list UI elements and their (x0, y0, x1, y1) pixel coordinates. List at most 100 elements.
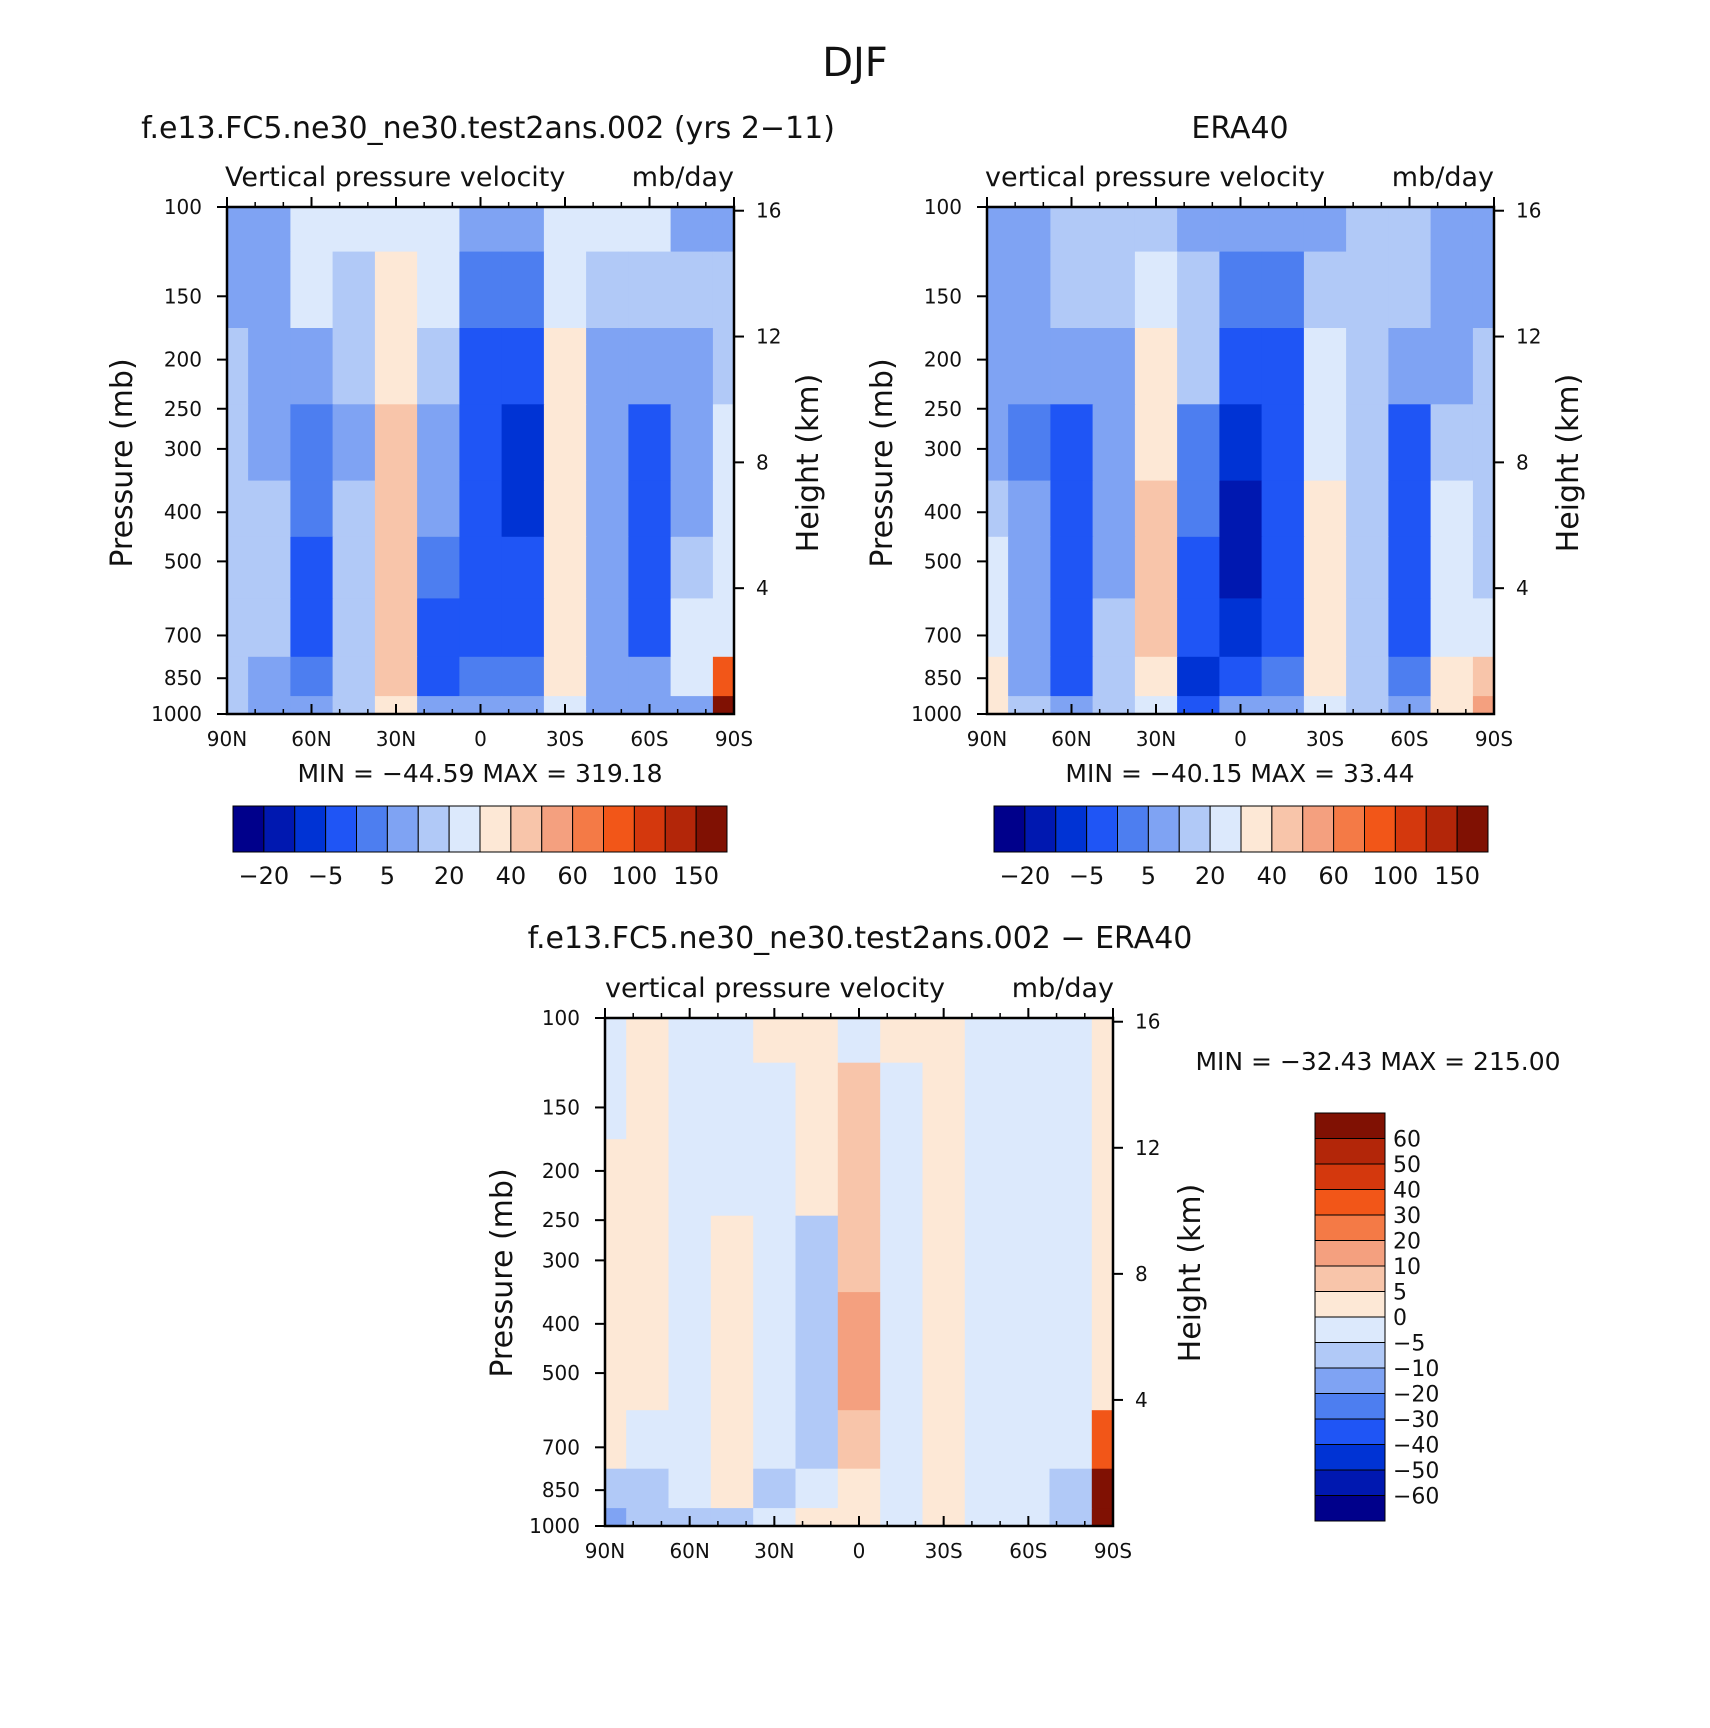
heatmap-cell (543, 480, 587, 538)
heatmap-cell (626, 1018, 670, 1064)
colorbar-swatch (633, 805, 666, 853)
x-tick-label: 30N (376, 727, 416, 751)
y-tick-label: 700 (164, 623, 202, 647)
heatmap-cell (710, 1468, 754, 1509)
heatmap-cell (1472, 251, 1495, 329)
heatmap-cell (1008, 656, 1051, 697)
heatmap-cell (227, 251, 249, 329)
colorbar-swatch (695, 805, 728, 853)
heatmap-cell (1177, 251, 1220, 329)
x-tick-label: 0 (853, 1539, 866, 1563)
y-tick-label: 500 (924, 549, 962, 573)
heatmap-cell (628, 328, 672, 405)
heatmap-cell (1007, 1062, 1051, 1140)
heatmap-cell (1472, 404, 1495, 482)
heatmap-cell (880, 1018, 924, 1064)
heatmap-cell (1303, 328, 1347, 405)
colorbar-label: 40 (496, 862, 527, 890)
heatmap-cell (605, 1215, 627, 1293)
plot-area: 90N 60N 30N 0 30S 60S 90S 100 150 200 250 300 400 500… (529, 1006, 1160, 1563)
heatmap-cell (1472, 598, 1495, 658)
x-tick-label: 30S (1306, 727, 1344, 751)
heatmap-cell (374, 656, 418, 697)
heatmap-cell (1050, 404, 1094, 482)
heatmap-cell (1430, 251, 1474, 329)
heatmap-cell (922, 1215, 966, 1293)
x-tick-label: 60N (1051, 727, 1091, 751)
heatmap-cell (586, 536, 629, 599)
heatmap-cell (795, 1410, 839, 1470)
colorbar-swatch (1240, 805, 1273, 853)
heatmap-cell (1261, 480, 1305, 538)
heatmap-cell (626, 1139, 670, 1217)
colorbar-swatch (356, 805, 388, 853)
colorbar-label: −30 (1393, 1408, 1439, 1433)
heatmap-cell (964, 1018, 1008, 1064)
heatmap-cell (1134, 536, 1178, 599)
heatmap-cell (227, 598, 249, 658)
y-tick-label: 100 (924, 195, 962, 219)
colorbar-label: 20 (1393, 1230, 1421, 1255)
y-tick-label: 500 (542, 1361, 580, 1385)
y-tick-label: 250 (924, 397, 962, 421)
heatmap-cell (1049, 1215, 1093, 1293)
heatmap-cell (1303, 656, 1347, 697)
heatmap-cell (1177, 598, 1220, 658)
heatmap-cell (1134, 480, 1178, 538)
y2-tick-label: 4 (756, 576, 769, 600)
heatmap-cell (248, 251, 291, 329)
x-tick-label: 30N (754, 1539, 794, 1563)
colorbar-label: 5 (380, 862, 395, 890)
heatmap-cell (501, 480, 545, 538)
heatmap-cell (987, 480, 1009, 538)
heatmap-cell (1008, 696, 1051, 715)
y-tick-label: 100 (164, 195, 202, 219)
heatmap-cell (1261, 404, 1305, 482)
heatmap-cell (1430, 536, 1474, 599)
heatmap-cell (1472, 656, 1495, 697)
panel-subtitle-right: mb/day (1012, 973, 1114, 1004)
x-tick-label: 60S (1009, 1539, 1047, 1563)
heatmap-cell (880, 1468, 924, 1509)
heatmap-cell (922, 1468, 966, 1509)
colorbar-label: 50 (1393, 1153, 1421, 1178)
y-tick-label: 300 (542, 1248, 580, 1272)
colorbar-label: 40 (1257, 862, 1288, 890)
heatmap-cell (1472, 328, 1495, 405)
x-tick-label: 30S (546, 727, 584, 751)
heatmap-cell (1430, 207, 1474, 253)
y-tick-label: 700 (924, 623, 962, 647)
colorbar-swatch (1147, 805, 1180, 853)
y-tick-label: 850 (542, 1478, 580, 1502)
heatmap-cell (1430, 480, 1474, 538)
y-tick-label: 300 (924, 437, 962, 461)
heatmap-cell (1007, 1139, 1051, 1217)
heatmap-cell (227, 696, 249, 715)
panel-title: ERA40 (1191, 111, 1288, 146)
heatmap-cell (417, 404, 460, 482)
y-tick-label: 850 (924, 666, 962, 690)
heatmap-cell (753, 1062, 797, 1140)
colorbar-swatch (1314, 1367, 1386, 1394)
heatmap-cell (668, 1292, 712, 1349)
heatmap-cell (1346, 328, 1389, 405)
colorbar-swatch (603, 805, 635, 853)
panel-subtitle-left: vertical pressure velocity (985, 162, 1325, 193)
heatmap-cell (670, 598, 714, 658)
heatmap-cell (710, 1410, 754, 1470)
y2-tick-label: 16 (756, 199, 781, 223)
y-tick-label: 400 (542, 1312, 580, 1336)
heatmap-cell (290, 404, 334, 482)
y2-tick-label: 8 (756, 450, 769, 474)
heatmap-cell (795, 1215, 839, 1293)
heatmap-cell (1346, 696, 1389, 715)
colorbar-label: 100 (1372, 862, 1418, 890)
heatmap-cell (626, 1508, 670, 1527)
colorbar-swatch (325, 805, 357, 853)
x-tick-label: 90N (207, 727, 247, 751)
heatmap-cell (1049, 1348, 1093, 1411)
colorbar-swatch (1314, 1291, 1386, 1318)
heatmap-cell (290, 480, 334, 538)
heatmap-cell (1008, 207, 1051, 253)
heatmap-cell (1303, 404, 1347, 482)
